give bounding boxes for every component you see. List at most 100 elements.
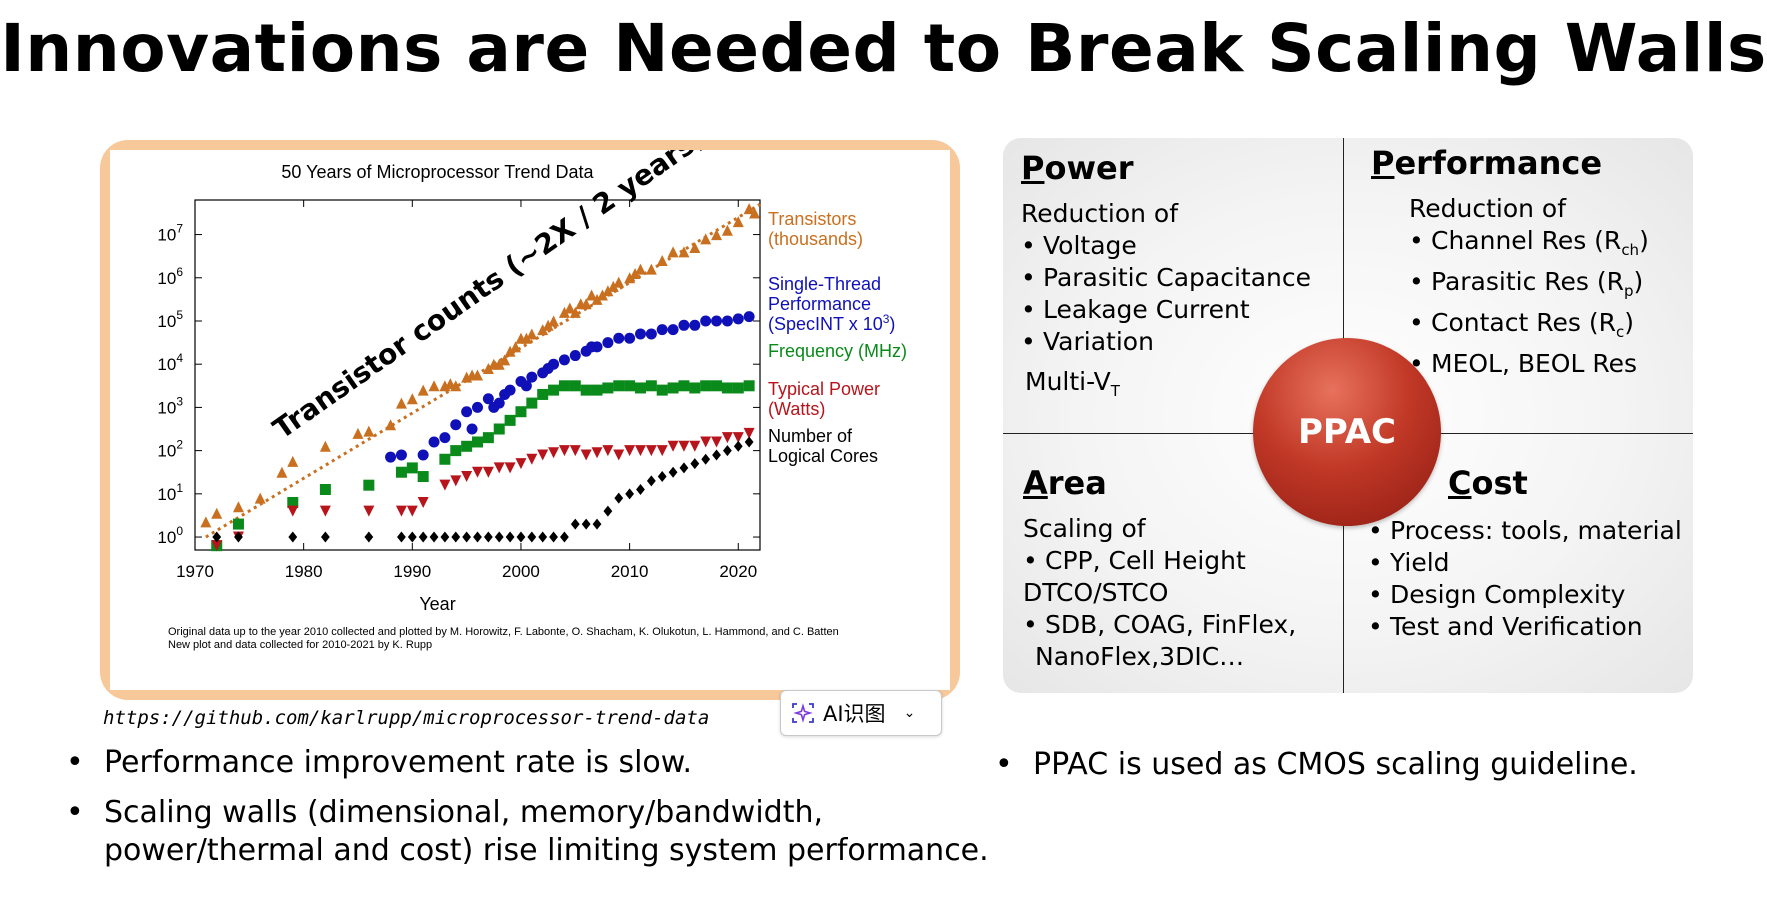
data-point bbox=[515, 406, 527, 418]
data-point bbox=[634, 382, 646, 394]
data-point bbox=[711, 436, 723, 448]
data-point bbox=[558, 380, 570, 392]
cost-list: Process: tools, material Yield Design Co… bbox=[1368, 515, 1682, 643]
data-point bbox=[211, 507, 223, 519]
legend-label: (Watts) bbox=[768, 399, 825, 419]
data-point bbox=[234, 531, 243, 543]
x-tick-label: 1970 bbox=[176, 562, 214, 581]
data-point bbox=[558, 306, 570, 318]
data-point bbox=[548, 384, 560, 396]
left-bullet-list: Performance improvement rate is slow. Sc… bbox=[66, 744, 1026, 870]
data-point bbox=[656, 384, 668, 396]
performance-item: Parasitic Res (Rp) bbox=[1409, 266, 1649, 307]
ai-image-recognition-button[interactable]: AI识图 ⌄ bbox=[780, 690, 942, 736]
data-point bbox=[591, 293, 603, 305]
cost-heading-initial: C bbox=[1448, 464, 1472, 502]
source-url[interactable]: https://github.com/karlrupp/microprocess… bbox=[103, 707, 710, 729]
data-point bbox=[482, 466, 494, 478]
data-point bbox=[569, 306, 581, 318]
chevron-down-icon[interactable]: ⌄ bbox=[903, 705, 916, 721]
data-point bbox=[504, 462, 516, 474]
data-point bbox=[678, 380, 690, 392]
data-point bbox=[395, 505, 407, 517]
data-point bbox=[548, 358, 560, 370]
data-point bbox=[678, 246, 690, 258]
data-point bbox=[510, 341, 522, 353]
performance-item-text: Parasitic Res (R bbox=[1431, 267, 1625, 296]
power-item: Variation bbox=[1021, 326, 1311, 358]
performance-item-text: Channel Res (R bbox=[1431, 226, 1622, 255]
data-point bbox=[520, 380, 532, 392]
data-point bbox=[743, 203, 755, 215]
performance-heading: Performance bbox=[1371, 143, 1649, 183]
data-point bbox=[450, 419, 462, 431]
data-point bbox=[570, 518, 580, 530]
data-point bbox=[721, 315, 733, 327]
data-point bbox=[461, 440, 473, 452]
chart-note: New plot and data collected for 2010-202… bbox=[168, 639, 432, 651]
performance-body: Reduction of Channel Res (Rch) Parasitic… bbox=[1371, 193, 1649, 380]
data-point bbox=[406, 462, 418, 474]
area-heading-initial: A bbox=[1023, 464, 1048, 502]
data-point bbox=[363, 479, 375, 491]
data-point bbox=[320, 531, 330, 543]
data-point bbox=[473, 531, 482, 543]
legend-label: Number of bbox=[768, 426, 853, 446]
data-point bbox=[406, 393, 418, 405]
y-tick-label: 103 bbox=[157, 394, 183, 417]
area-list-2: SDB, COAG, FinFlex, bbox=[1023, 609, 1296, 641]
ppac-diagram: Power Reduction of Voltage Parasitic Cap… bbox=[1003, 138, 1693, 693]
trend-chart: 50 Years of Microprocessor Trend Data 197… bbox=[110, 150, 950, 690]
data-point bbox=[407, 531, 417, 543]
data-point bbox=[482, 393, 494, 405]
data-point bbox=[689, 319, 701, 331]
data-point bbox=[607, 280, 619, 292]
data-point bbox=[212, 531, 222, 543]
data-point bbox=[429, 531, 439, 543]
data-point bbox=[319, 440, 331, 452]
data-point bbox=[586, 289, 598, 301]
multi-vt-text: Multi-V bbox=[1025, 367, 1111, 396]
data-point bbox=[504, 414, 516, 426]
data-point bbox=[200, 516, 212, 528]
data-point bbox=[483, 531, 493, 543]
data-point bbox=[504, 384, 516, 396]
data-point bbox=[689, 242, 701, 254]
performance-item-sub: p bbox=[1624, 282, 1634, 300]
data-point bbox=[439, 479, 451, 491]
cost-item: Process: tools, material bbox=[1368, 515, 1682, 547]
data-point bbox=[624, 445, 636, 457]
data-point bbox=[613, 449, 625, 461]
data-point bbox=[701, 453, 711, 465]
data-point bbox=[732, 432, 744, 444]
data-point bbox=[493, 423, 505, 435]
data-point bbox=[614, 492, 624, 504]
data-point bbox=[537, 388, 549, 400]
legend-label: (thousands) bbox=[768, 229, 863, 249]
data-point bbox=[602, 337, 614, 349]
data-point bbox=[515, 458, 527, 470]
performance-heading-initial: P bbox=[1371, 144, 1395, 182]
data-point bbox=[569, 350, 581, 362]
quadrant-power: Power Reduction of Voltage Parasitic Cap… bbox=[1021, 148, 1311, 407]
data-point bbox=[428, 436, 440, 448]
data-point bbox=[395, 397, 407, 409]
data-point bbox=[624, 332, 636, 344]
multi-vt-sub: T bbox=[1110, 382, 1120, 400]
data-point bbox=[548, 315, 560, 327]
bullet-scaling-walls: Scaling walls (dimensional, memory/bandw… bbox=[66, 794, 1026, 870]
y-tick-label: 101 bbox=[157, 481, 183, 504]
data-point bbox=[482, 363, 494, 375]
data-point bbox=[462, 531, 472, 543]
y-tick-label: 106 bbox=[157, 265, 183, 288]
slide-title: Innovations are Needed to Break Scaling … bbox=[0, 10, 1767, 87]
data-point bbox=[450, 380, 462, 392]
bullet-ppac-guideline: PPAC is used as CMOS scaling guideline. bbox=[995, 746, 1755, 784]
data-point bbox=[645, 263, 657, 275]
data-point bbox=[732, 382, 744, 394]
data-point bbox=[625, 488, 635, 500]
data-point bbox=[439, 453, 451, 465]
data-point bbox=[656, 254, 668, 266]
data-point bbox=[636, 484, 645, 496]
area-heading: Area bbox=[1023, 463, 1296, 503]
